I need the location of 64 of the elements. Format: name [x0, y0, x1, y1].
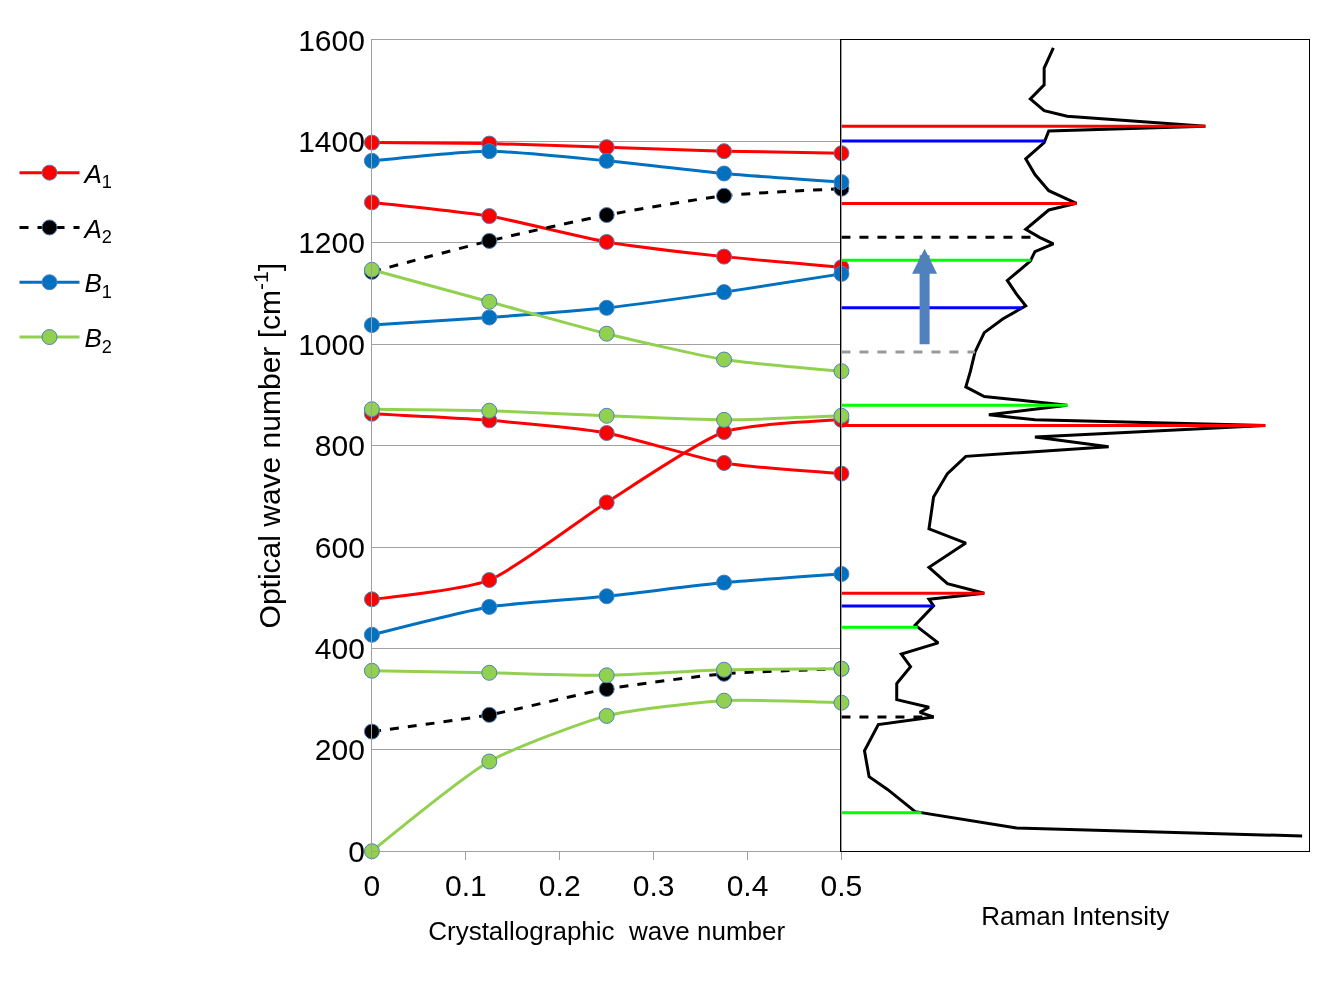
point: [363, 723, 380, 740]
point: [481, 208, 498, 225]
point: [598, 425, 615, 442]
point: [716, 574, 733, 591]
point: [716, 692, 733, 709]
x-axis-title: Raman Intensity: [981, 900, 1170, 931]
point: [598, 667, 615, 684]
point: [481, 598, 498, 615]
legend-label: A$_{2}$: [82, 213, 112, 248]
point: [716, 143, 733, 160]
y-tick-label: 200: [314, 733, 365, 767]
point: [363, 194, 380, 211]
legend-label: A$_{1}$: [82, 158, 112, 193]
y-tick-label: 1400: [298, 125, 365, 159]
point: [481, 572, 498, 589]
y-tick-label: 1200: [298, 226, 365, 260]
point: [481, 664, 498, 681]
point: [481, 143, 498, 160]
point: [598, 207, 615, 224]
point: [363, 134, 380, 151]
x-tick-label: 0.2: [538, 869, 581, 903]
point: [363, 591, 380, 608]
point: [481, 309, 498, 326]
point: [598, 233, 615, 250]
y-tick-label: 800: [314, 429, 365, 463]
point: [598, 407, 615, 424]
point: [481, 402, 498, 419]
point: [481, 753, 498, 770]
x-tick-label: 0.1: [444, 869, 487, 903]
point: [716, 661, 733, 678]
legend-label: B$_{2}$: [84, 323, 112, 357]
point: [363, 662, 380, 679]
y-tick-label: 600: [314, 530, 365, 564]
x-tick-label: 0.5: [820, 869, 863, 903]
point: [363, 401, 380, 418]
x-tick-label: 0.3: [632, 869, 675, 903]
y-tick-label: 400: [314, 631, 365, 665]
point: [363, 626, 380, 643]
point: [598, 681, 615, 698]
point: [598, 152, 615, 169]
point: [716, 187, 733, 204]
point: [598, 139, 615, 156]
x-tick-label: 0.4: [726, 869, 769, 903]
point: [481, 706, 498, 723]
y-tick-label: 0: [348, 834, 365, 868]
point: [363, 152, 380, 169]
point: [716, 248, 733, 265]
x-axis-title: Crystallographic wave number: [428, 915, 786, 946]
point: [598, 299, 615, 316]
point: [598, 588, 615, 605]
point: [716, 411, 733, 428]
point: [598, 494, 615, 511]
point: [481, 293, 498, 310]
point: [598, 707, 615, 724]
point: [716, 165, 733, 182]
point: [716, 284, 733, 301]
point: [363, 317, 380, 334]
y-tick-label: 1600: [298, 23, 365, 57]
point: [716, 351, 733, 368]
point: [481, 232, 498, 249]
y-tick-label: 1000: [298, 327, 365, 361]
point: [716, 454, 733, 471]
legend-label: B$_{1}$: [84, 268, 112, 302]
point: [598, 325, 615, 342]
